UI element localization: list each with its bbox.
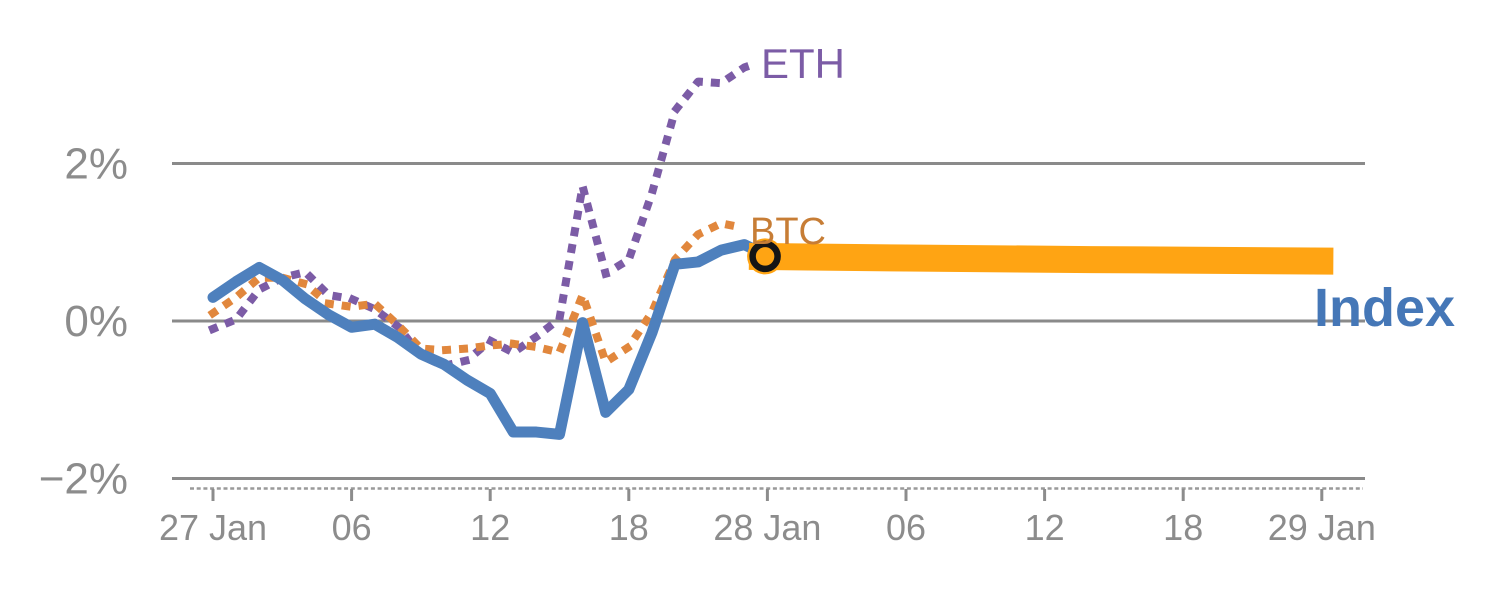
- series-labels: ETH BTC Index: [750, 40, 1455, 338]
- x-tick-label: 06: [886, 507, 926, 548]
- x-tick-label: 29 Jan: [1268, 507, 1376, 548]
- y-tick-label: 2%: [64, 140, 128, 189]
- series-lines: [207, 58, 773, 440]
- x-tick-label: 27 Jan: [159, 507, 267, 548]
- btc-line-label: BTC: [750, 211, 826, 253]
- current-marker: [747, 238, 784, 275]
- y-axis-labels: 2% 0% −2%: [39, 140, 128, 504]
- x-tick-label: 28 Jan: [713, 507, 821, 548]
- series-line-eth: [207, 58, 761, 370]
- marker-ring: [749, 240, 781, 273]
- x-axis-labels: 27 Jan 06 12 18 28 Jan 06 12 18 29 Jan: [159, 507, 1376, 548]
- projection-bar-line: [748, 242, 1334, 275]
- y-tick-label: 0%: [64, 297, 128, 346]
- eth-line-label: ETH: [761, 40, 845, 87]
- x-tick-label: 06: [332, 507, 372, 548]
- projection-bar: [748, 242, 1334, 275]
- x-tick-label: 18: [609, 507, 649, 548]
- series-line-index: [207, 239, 773, 440]
- x-tick-label: 12: [1025, 507, 1065, 548]
- x-tick-label: 18: [1163, 507, 1203, 548]
- x-tick-label: 12: [470, 507, 510, 548]
- series-line-btc: [207, 219, 750, 366]
- y-tick-label: −2%: [39, 455, 128, 504]
- index-line-label: Index: [1314, 278, 1455, 338]
- x-axis: [190, 487, 1363, 501]
